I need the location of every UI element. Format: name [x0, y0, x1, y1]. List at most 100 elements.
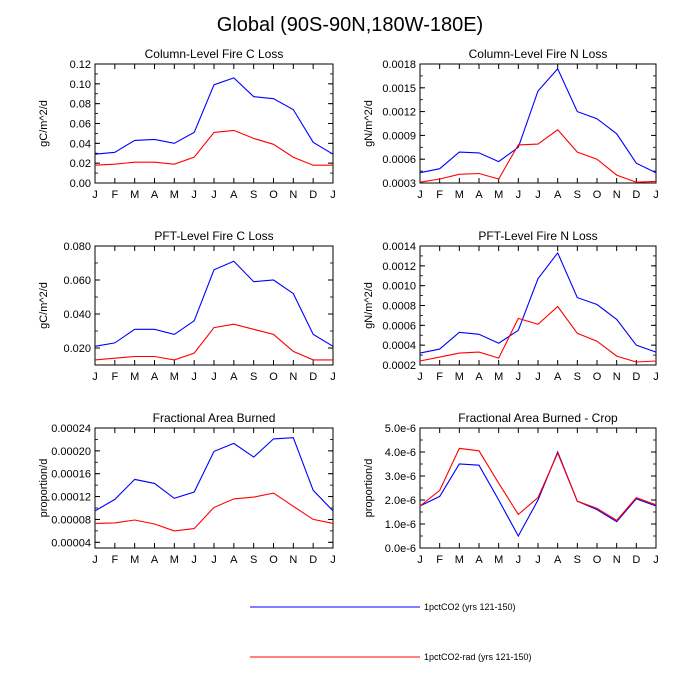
x-tick-label: F — [436, 554, 443, 566]
x-tick-label: M — [494, 189, 503, 201]
y-tick-label: 0.0004 — [382, 340, 416, 352]
y-tick-label: 0.0008 — [382, 301, 416, 313]
x-tick-label: F — [111, 189, 118, 201]
series-line-red — [94, 492, 334, 532]
x-tick-label: M — [494, 554, 503, 566]
x-tick-label: A — [151, 189, 159, 201]
x-tick-label: A — [475, 189, 483, 201]
y-tick-label: 0.00 — [70, 178, 91, 190]
x-tick-label: M — [170, 371, 179, 383]
x-tick-label: O — [593, 554, 602, 566]
y-tick-label: 0.0002 — [382, 360, 416, 372]
x-tick-label: J — [516, 554, 522, 566]
y-tick-label: 0.12 — [70, 59, 91, 71]
x-tick-label: J — [330, 189, 336, 201]
y-tick-label: 3.0e-6 — [385, 471, 416, 483]
x-tick-label: J — [211, 189, 217, 201]
series-line-blue — [419, 450, 657, 538]
y-axis-label: proportion/d — [38, 459, 50, 518]
x-tick-label: F — [111, 554, 118, 566]
x-tick-label: S — [574, 554, 581, 566]
x-tick-label: A — [151, 371, 159, 383]
x-tick-label: M — [455, 371, 464, 383]
x-tick-label: A — [475, 554, 483, 566]
y-tick-label: 0.00004 — [51, 537, 91, 549]
y-tick-label: 2.0e-6 — [385, 495, 416, 507]
x-tick-label: D — [632, 371, 640, 383]
y-tick-label: 0.080 — [63, 241, 91, 253]
y-tick-label: 0.08 — [70, 99, 91, 111]
y-axis-label: proportion/d — [363, 459, 375, 518]
x-tick-label: F — [436, 189, 443, 201]
x-tick-label: J — [330, 554, 336, 566]
y-tick-label: 4.0e-6 — [385, 447, 416, 459]
x-tick-label: M — [130, 189, 139, 201]
x-tick-label: J — [191, 189, 197, 201]
x-tick-label: D — [632, 189, 640, 201]
series-line-blue — [94, 260, 334, 347]
x-tick-label: J — [191, 554, 197, 566]
legend-label: 1pctCO2 (yrs 121-150) — [424, 602, 516, 612]
plot-frame — [419, 63, 657, 184]
series-line-blue — [94, 77, 334, 155]
y-tick-label: 0.0012 — [382, 107, 416, 119]
y-tick-label: 0.00024 — [51, 423, 91, 435]
series-line-red — [94, 323, 333, 361]
x-tick-label: D — [309, 371, 317, 383]
x-tick-label: N — [613, 189, 621, 201]
series-line-red — [419, 129, 657, 183]
x-tick-label: A — [230, 189, 238, 201]
x-tick-label: M — [170, 189, 179, 201]
y-tick-label: 0.060 — [63, 275, 91, 287]
x-tick-label: O — [593, 371, 602, 383]
x-tick-label: A — [151, 554, 159, 566]
x-tick-label: A — [475, 371, 483, 383]
y-tick-label: 0.0015 — [382, 83, 416, 95]
panel-title: PFT-Level Fire C Loss — [154, 229, 273, 243]
x-tick-label: F — [111, 371, 118, 383]
x-tick-label: M — [130, 554, 139, 566]
y-tick-label: 0.0003 — [382, 178, 416, 190]
figure-title: Global (90S-90N,180W-180E) — [216, 14, 484, 36]
x-tick-label: S — [250, 554, 257, 566]
plot-frame — [419, 427, 657, 549]
x-tick-label: J — [653, 371, 659, 383]
x-tick-label: M — [455, 554, 464, 566]
y-axis-label: gC/m^2/d — [38, 282, 50, 329]
x-tick-label: J — [535, 554, 541, 566]
y-tick-label: 0.0014 — [382, 241, 416, 253]
y-axis-label: gN/m^2/d — [363, 282, 375, 329]
y-tick-label: 0.0012 — [382, 261, 416, 273]
panel-6: Fractional Area Burned - Crop proportion/… — [363, 411, 659, 566]
y-tick-label: 0.0e-6 — [385, 543, 416, 555]
panel-title: Fractional Area Burned - Crop — [458, 411, 618, 425]
x-tick-label: O — [269, 554, 278, 566]
x-tick-label: J — [92, 189, 98, 201]
x-tick-label: D — [309, 189, 317, 201]
y-tick-label: 0.04 — [70, 138, 91, 150]
x-tick-label: O — [269, 189, 278, 201]
y-tick-label: 0.0006 — [382, 154, 416, 166]
series-line-blue — [419, 67, 657, 174]
x-tick-label: J — [516, 371, 522, 383]
legend-label: 1pctCO2-rad (yrs 121-150) — [424, 652, 532, 662]
panel-title: Column-Level Fire C Loss — [145, 47, 284, 61]
x-tick-label: J — [516, 189, 522, 201]
plot-frame — [94, 63, 334, 184]
x-tick-label: J — [535, 371, 541, 383]
x-tick-label: O — [269, 371, 278, 383]
x-tick-label: F — [436, 371, 443, 383]
y-axis-label: gN/m^2/d — [363, 100, 375, 147]
y-tick-label: 0.10 — [70, 79, 91, 91]
panel-title: Fractional Area Burned — [153, 411, 276, 425]
x-tick-label: M — [494, 371, 503, 383]
x-tick-label: M — [455, 189, 464, 201]
series-line-blue — [419, 251, 657, 354]
y-tick-label: 0.0018 — [382, 59, 416, 71]
y-tick-label: 0.020 — [63, 343, 91, 355]
x-tick-label: A — [554, 189, 562, 201]
y-tick-label: 0.0006 — [382, 320, 416, 332]
